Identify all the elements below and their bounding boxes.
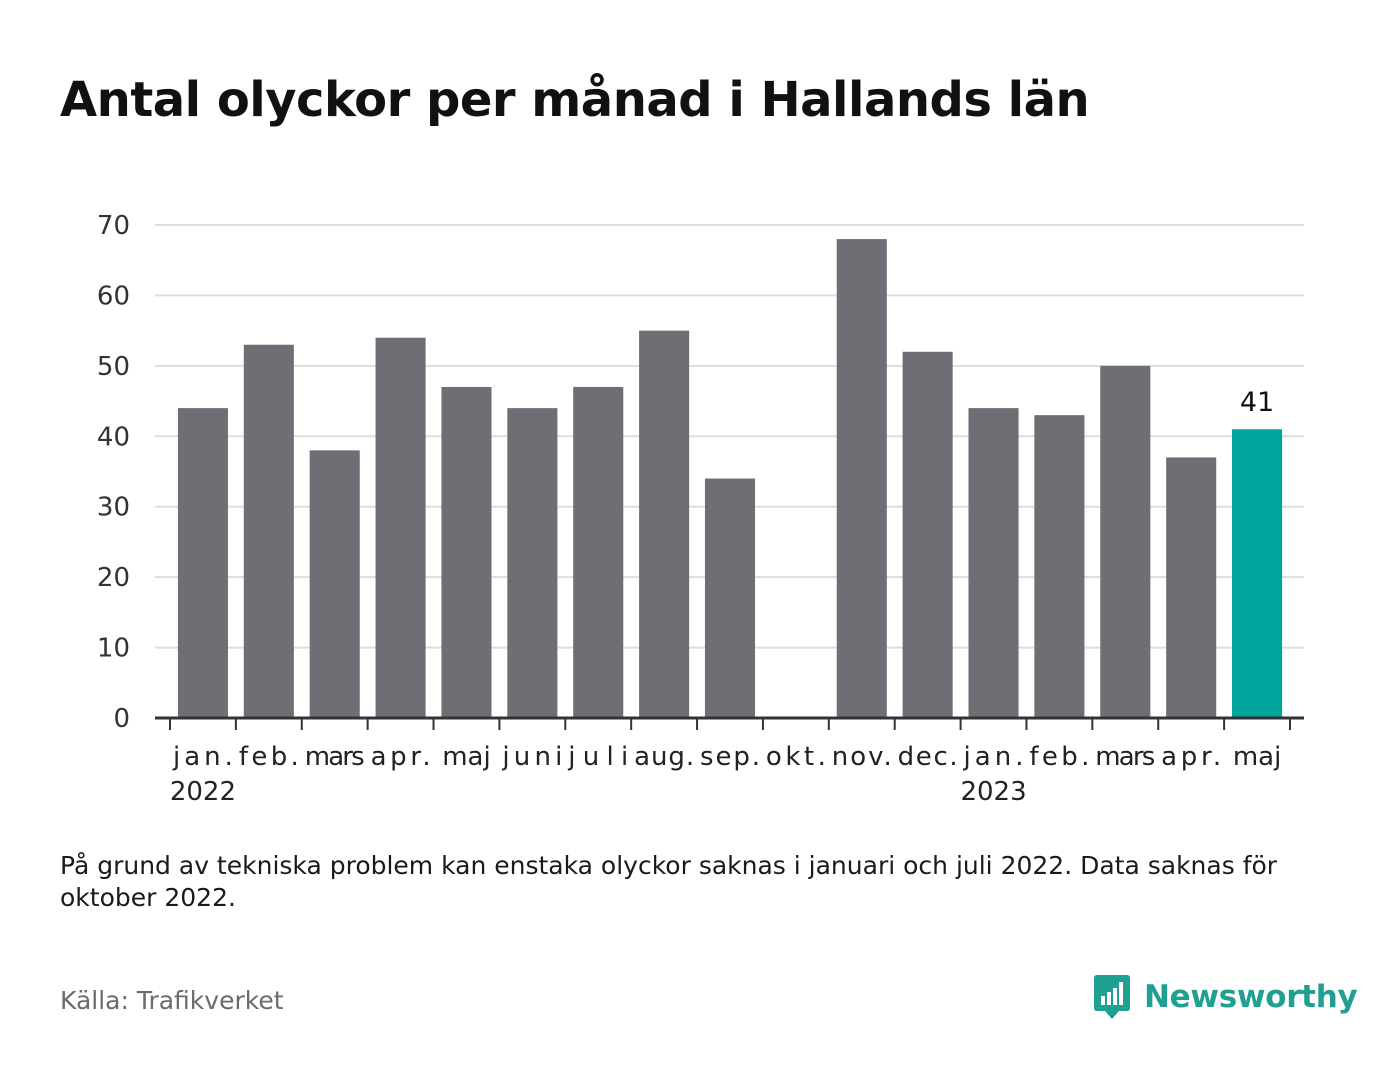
x-tick-label: okt. <box>766 742 826 772</box>
y-tick-label: 20 <box>97 563 130 593</box>
bar <box>573 386 624 718</box>
x-tick-label: jan. <box>963 742 1024 772</box>
bar <box>1034 415 1085 718</box>
chart-title: Antal olyckor per månad i Hallands län <box>60 72 1090 128</box>
x-tick-label: mars <box>1095 742 1155 772</box>
x-tick-label: aug. <box>634 742 694 772</box>
x-tick-label: feb. <box>1029 742 1089 772</box>
x-tick-label: juni <box>501 742 562 772</box>
bar <box>639 330 690 718</box>
x-tick-label: maj <box>1233 742 1281 772</box>
data-label: 41 <box>1240 387 1274 418</box>
x-year-label: 2022 <box>170 777 236 807</box>
y-tick-label: 50 <box>97 352 130 382</box>
x-tick-label: jan. <box>172 742 233 772</box>
bar-chart-logo-icon <box>1094 975 1130 1019</box>
x-tick-label: apr. <box>1161 742 1221 772</box>
brand-name: Newsworthy <box>1144 979 1358 1015</box>
y-tick-label: 0 <box>113 704 130 734</box>
footnote: På grund av tekniska problem kan enstaka… <box>60 851 1278 912</box>
x-tick-label: maj <box>442 742 490 772</box>
x-tick-label: mars <box>305 742 365 772</box>
bar <box>1232 429 1283 718</box>
x-tick-label: nov. <box>832 742 892 772</box>
bar <box>1166 457 1217 718</box>
x-tick-label: feb. <box>239 742 299 772</box>
bar <box>902 351 953 718</box>
x-tick-label: apr. <box>371 742 431 772</box>
bar <box>968 408 1019 718</box>
y-tick-label: 60 <box>97 281 130 311</box>
bar <box>177 408 228 718</box>
newsworthy-logo: Newsworthy <box>1092 972 1358 1022</box>
y-tick-label: 10 <box>97 634 130 664</box>
bar <box>836 239 887 719</box>
bar <box>309 450 360 718</box>
bar <box>704 478 756 718</box>
x-tick-label: dec. <box>898 742 958 772</box>
source-label: Källa: Trafikverket <box>60 986 284 1015</box>
y-tick-label: 30 <box>97 493 130 523</box>
x-tick-label: juli <box>567 742 628 772</box>
bar <box>441 386 492 718</box>
x-year-label: 2023 <box>960 777 1026 807</box>
bar <box>1100 365 1151 718</box>
y-tick-label: 40 <box>97 422 130 452</box>
y-tick-label: 70 <box>97 211 130 241</box>
bar <box>375 337 426 718</box>
bar <box>507 408 558 718</box>
bar <box>243 344 294 718</box>
x-tick-label: sep. <box>700 742 760 772</box>
